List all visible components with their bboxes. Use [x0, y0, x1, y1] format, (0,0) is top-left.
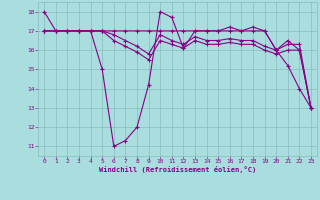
- X-axis label: Windchill (Refroidissement éolien,°C): Windchill (Refroidissement éolien,°C): [99, 166, 256, 173]
